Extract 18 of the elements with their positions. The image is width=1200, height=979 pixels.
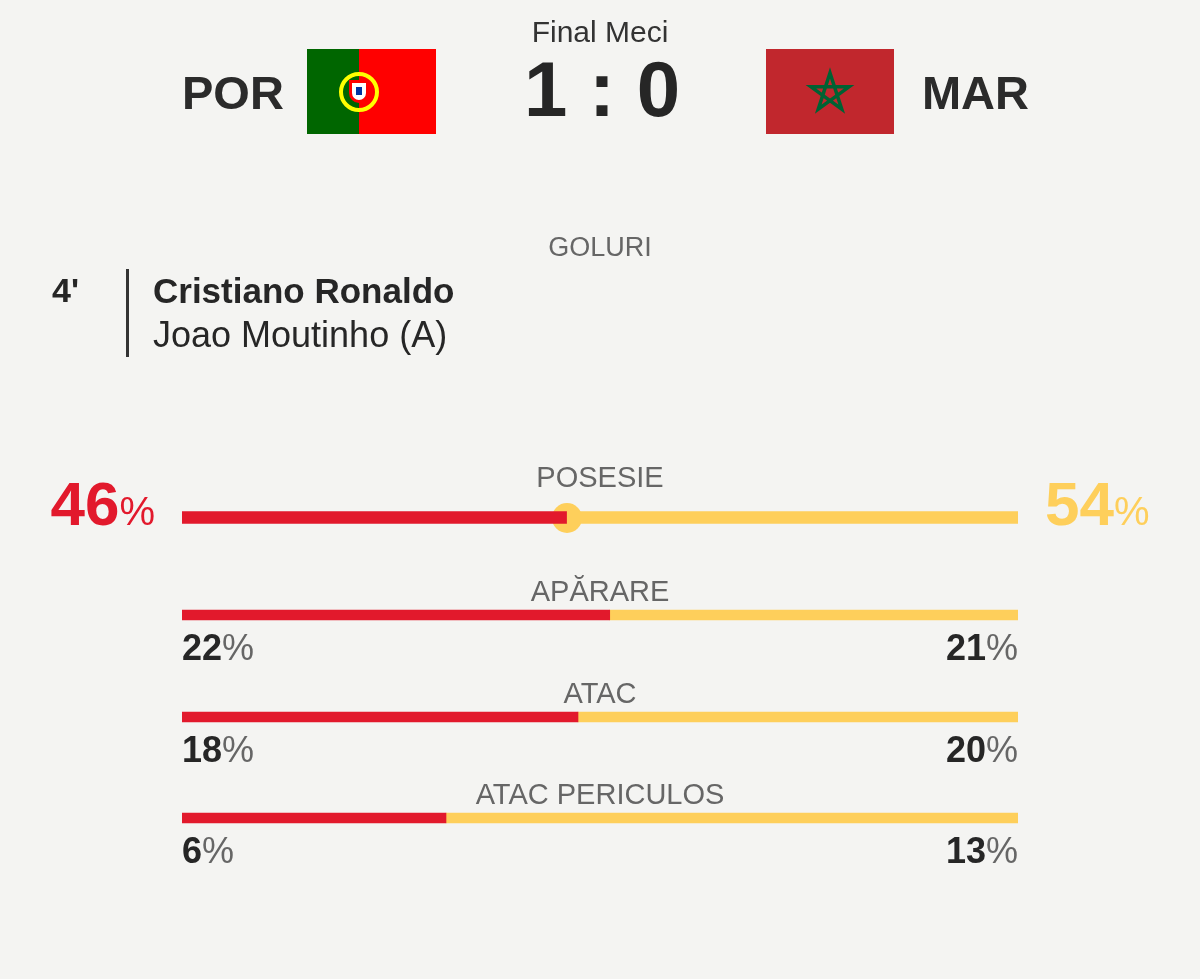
- data-label: 13%: [945, 829, 1019, 870]
- data-label: 6%: [182, 829, 235, 870]
- data-label: 54%: [1045, 469, 1150, 538]
- data-label: 46%: [50, 469, 156, 538]
- data-label: 18%: [182, 728, 255, 769]
- chart-title: POSESIE: [536, 461, 664, 493]
- chart-title: APĂRARE: [530, 574, 670, 607]
- text: Cristiano Ronaldo: [153, 270, 455, 310]
- text: POR: [182, 65, 284, 119]
- data-label: 21%: [945, 626, 1019, 667]
- data-label: 22%: [182, 626, 255, 667]
- text: GOLURI: [548, 231, 652, 262]
- data-label: 20%: [945, 728, 1019, 769]
- text: Joao Moutinho (A): [153, 314, 448, 356]
- text: 4': [52, 271, 79, 310]
- text: MAR: [921, 65, 1029, 119]
- chart-title: ATAC: [563, 676, 637, 709]
- chart-title: ATAC PERICULOS: [475, 777, 725, 810]
